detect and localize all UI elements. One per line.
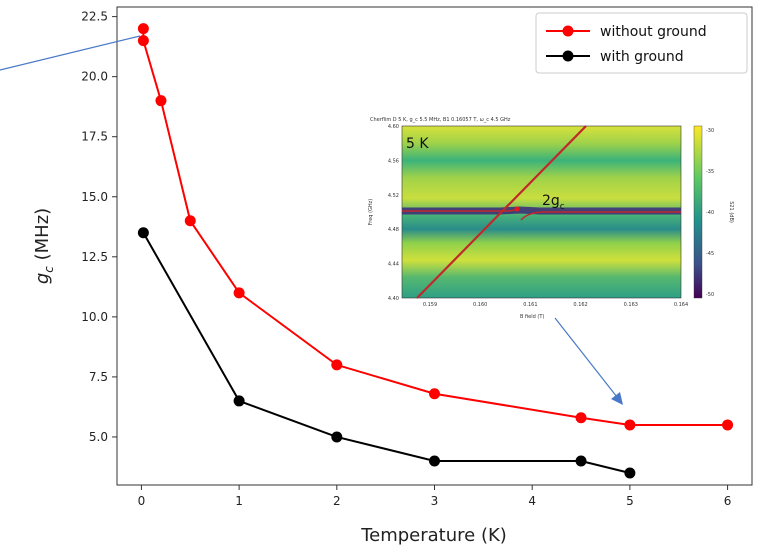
inset-y-tick-label: 4.40: [388, 296, 399, 302]
y-tick-label: 20.0: [81, 70, 108, 84]
series-line-without-ground: [142, 28, 728, 426]
annotation-arrow: [554, 317, 623, 405]
inset-y-tick-label: 4.52: [388, 193, 399, 199]
inset-temperature-label: 5 K: [406, 136, 429, 152]
y-tick-label: 22.5: [81, 10, 108, 24]
x-tick-label: 3: [431, 494, 439, 508]
data-point-without-ground: [429, 388, 440, 400]
inset-colorbar: [693, 125, 703, 299]
inset-x-ticks: 0.159 0.160 0.161 0.162 0.163 0.164: [423, 302, 688, 308]
inset-colorbar-tick-label: -40: [706, 210, 714, 216]
legend-label-without-ground: without ground: [600, 24, 707, 40]
y-tick-label: 12.5: [81, 250, 108, 264]
data-point-without-ground: [233, 287, 245, 299]
data-point-without-ground: [624, 419, 636, 431]
legend-marker-without-ground: [562, 25, 574, 37]
inset-x-tick-label: 0.163: [624, 302, 638, 308]
data-point-with-ground: [575, 455, 587, 467]
legend-marker-with-ground: [562, 50, 574, 62]
data-point-with-ground: [624, 467, 636, 479]
inset-marker: [514, 206, 520, 212]
series-layer: [137, 23, 734, 479]
data-point-with-ground: [233, 395, 245, 407]
y-axis-label-main: g: [32, 273, 53, 284]
inset-x-label: B field (T): [520, 314, 544, 320]
inset-x-tick-label: 0.162: [573, 302, 587, 308]
data-point-without-ground: [137, 23, 149, 35]
y-tick-label: 17.5: [81, 130, 108, 144]
inset-y-tick-label: 4.48: [388, 227, 399, 233]
data-point-without-ground: [331, 359, 343, 371]
inset-colorbar-tick-label: -50: [706, 292, 714, 298]
annotation-line-left: [0, 35, 141, 71]
x-tick-label: 6: [724, 494, 732, 508]
inset-colorbar-tick-label: -35: [706, 169, 714, 175]
y-tick-label: 10.0: [81, 310, 108, 324]
inset-colorbar-tick-label: -30: [706, 128, 714, 134]
x-tick-label: 2: [333, 494, 341, 508]
y-axis-label-tail: (MHz): [32, 208, 53, 266]
inset-x-tick-label: 0.159: [423, 302, 437, 308]
y-axis-label-sub: c: [42, 266, 56, 273]
inset-colorbar-label: S21 (dB): [728, 201, 734, 223]
x-tick-label: 5: [626, 494, 634, 508]
inset-colorbar-tick-label: -45: [706, 251, 714, 257]
y-tick-label: 15.0: [81, 190, 108, 204]
series-line-with-ground: [142, 232, 631, 474]
inset-diagonal-fit: [416, 125, 587, 299]
inset-x-tick-label: 0.161: [523, 302, 537, 308]
data-point-with-ground: [429, 455, 440, 467]
x-axis-label: Temperature (K): [360, 525, 507, 546]
y-axis-ticks: 5.0 7.5 10.0 12.5 15.0 17.5 20.0 22.5: [81, 10, 117, 444]
inset-plot: Cherflim D 5 K, g_c 5.5 MHz, B1 0.16057 …: [368, 117, 734, 320]
inset-y-tick-label: 4.60: [388, 124, 399, 130]
x-axis-ticks: 0 1 2 3 4 5 6: [138, 485, 732, 508]
x-tick-label: 4: [528, 494, 536, 508]
data-point-without-ground: [155, 95, 167, 107]
data-point-without-ground: [575, 412, 587, 424]
inset-x-tick-label: 0.164: [674, 302, 688, 308]
data-point-without-ground: [137, 35, 149, 47]
data-point-with-ground: [137, 227, 149, 239]
y-tick-label: 5.0: [89, 430, 108, 444]
data-point-without-ground: [722, 419, 734, 431]
inset-colorbar-ticks: -30 -35 -40 -45 -50: [706, 128, 714, 298]
inset-y-tick-label: 4.44: [388, 262, 399, 268]
y-tick-label: 7.5: [89, 370, 108, 384]
inset-y-label: Freq (GHz): [368, 199, 374, 226]
inset-y-tick-label: 4.56: [388, 158, 399, 164]
data-point-without-ground: [184, 215, 196, 227]
legend-box: [535, 12, 748, 74]
data-point-with-ground: [331, 431, 343, 443]
inset-annotation: 2gc: [542, 193, 565, 212]
x-tick-label: 1: [235, 494, 243, 508]
legend-label-with-ground: with ground: [600, 49, 684, 65]
inset-title: Cherflim D 5 K, g_c 5.5 MHz, B1 0.16057 …: [370, 117, 511, 123]
legend: without ground with ground: [535, 12, 748, 74]
x-tick-label: 0: [138, 494, 146, 508]
inset-y-ticks: 4.60 4.56 4.52 4.48 4.44 4.40: [388, 124, 399, 302]
inset-x-tick-label: 0.160: [473, 302, 487, 308]
y-axis-label: gc (MHz): [32, 208, 56, 284]
